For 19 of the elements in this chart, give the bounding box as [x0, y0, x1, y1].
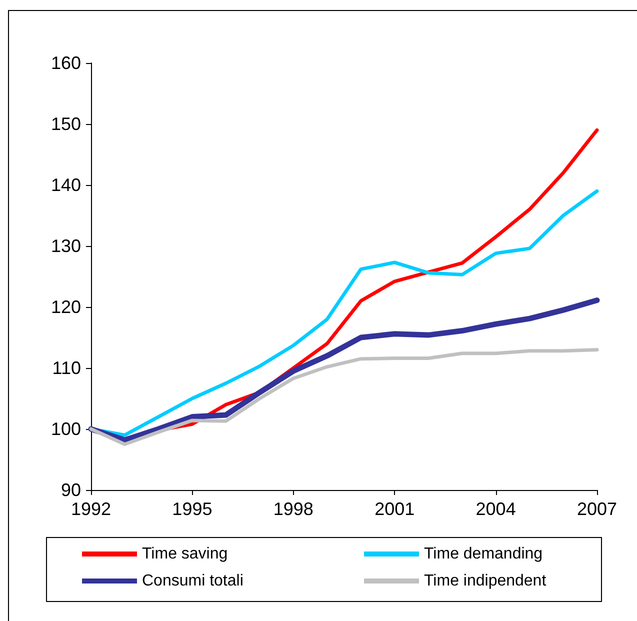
y-tick-label: 90 [60, 480, 81, 500]
x-tick-label: 1998 [273, 499, 314, 519]
legend-label: Consumi totali [142, 572, 244, 590]
legend-label: Time indipendent [424, 572, 547, 590]
y-tick-label: 130 [50, 236, 81, 256]
y-tick-label: 100 [50, 419, 81, 439]
y-tick-label: 150 [50, 114, 81, 134]
legend-label: Time saving [142, 546, 228, 562]
line-series [89, 348, 599, 446]
x-tick-label: 1995 [172, 499, 212, 519]
x-tick-label: 2001 [374, 499, 415, 519]
x-tick-label: 2004 [476, 499, 516, 519]
legend-label: Time demanding [424, 546, 543, 562]
y-tick-label: 110 [52, 358, 81, 378]
y-tick-label: 160 [50, 53, 81, 73]
y-tick-label: 140 [50, 175, 81, 195]
x-tick-label: 2007 [576, 499, 618, 519]
x-tick-label: 1992 [70, 499, 112, 519]
y-tick-label: 120 [50, 297, 81, 317]
